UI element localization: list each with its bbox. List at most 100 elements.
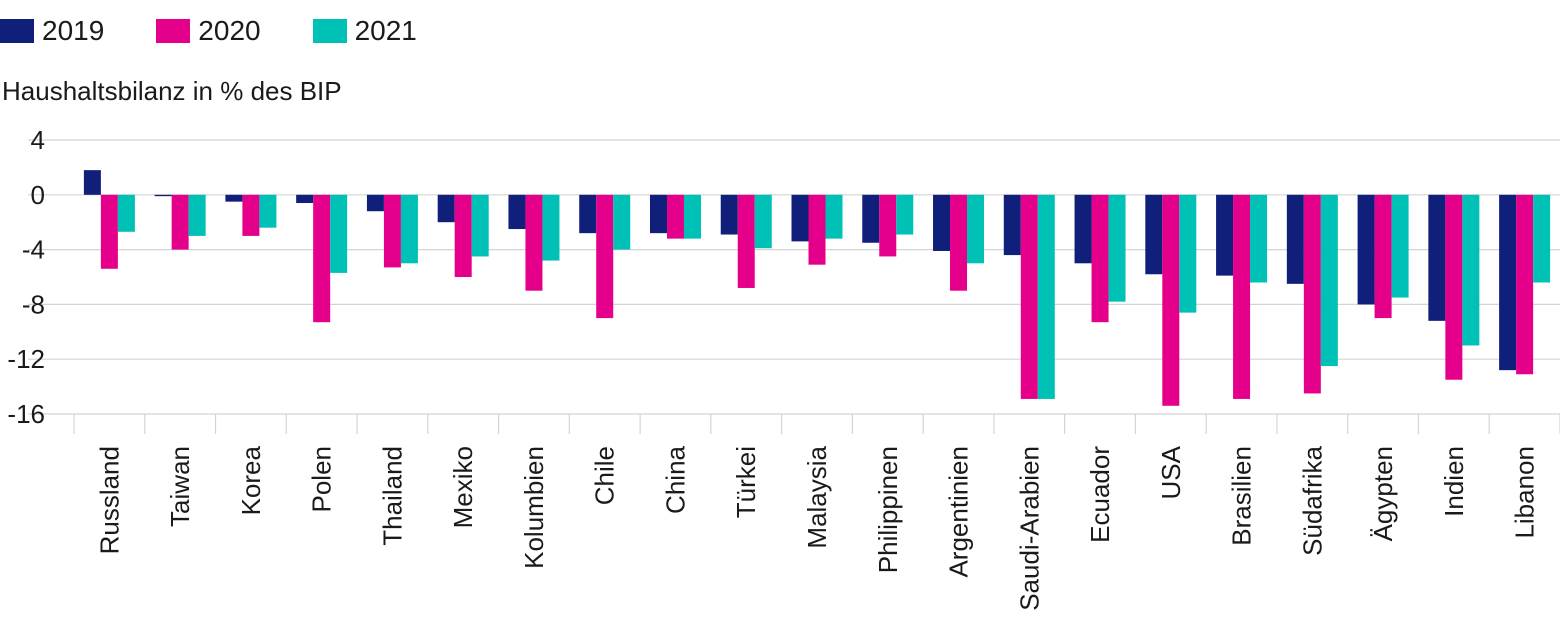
bar-2021-Polen [330,194,348,273]
bar-2020-Türkei [737,194,755,288]
x-category-label: Korea [236,445,266,515]
x-category-label: Mexiko [448,446,478,528]
bar-2019-Thailand [366,194,384,212]
bar-2020-Kolumbien [525,194,543,291]
y-tick-label: -4 [22,235,45,265]
x-category-label: Saudi-Arabien [1014,446,1044,611]
x-category-label: Indien [1439,446,1469,517]
bar-2019-USA [1145,194,1163,275]
x-category-label: Türkei [731,446,761,518]
bar-2021-Philippinen [896,194,914,235]
x-category-label: Malaysia [802,445,832,548]
bar-2020-Ägypten [1374,194,1392,319]
bar-2019-Südafrika [1286,194,1304,284]
bar-2021-China [683,194,701,239]
bar-2021-Ägypten [1391,194,1409,298]
bar-2021-Korea [259,194,277,228]
bar-2019-Kolumbien [508,194,526,230]
legend-label-2021: 2021 [354,15,417,46]
y-tick-label: 0 [31,180,45,210]
bar-2020-China [666,194,684,239]
legend-swatch-2021 [312,19,347,43]
x-category-label: Kolumbien [519,446,549,569]
legend-swatch-2020 [156,19,191,43]
legend: 2019 2020 2021 [0,14,469,48]
legend-label-2020: 2020 [198,15,261,46]
bar-2020-Brasilien [1233,194,1251,399]
bar-2019-Chile [579,194,597,234]
y-tick-label: -12 [7,344,45,374]
bar-2021-Thailand [400,194,418,264]
x-category-label: Ecuador [1085,446,1115,543]
bar-2019-Indien [1428,194,1446,321]
legend-item-2019[interactable]: 2019 [0,14,104,48]
bar-2020-Taiwan [171,194,189,250]
bar-2020-Korea [242,194,260,236]
bar-2019-Brasilien [1216,194,1234,276]
bar-2021-Südafrika [1320,194,1338,367]
bar-2021-Russland [117,194,135,232]
bar-2021-Libanon [1533,194,1551,283]
x-category-label: Ägypten [1368,446,1398,541]
bar-2019-Polen [296,194,314,204]
bar-2021-Saudi-Arabien [1037,194,1055,399]
bar-2019-Ägypten [1357,194,1375,305]
bar-2021-USA [1179,194,1197,313]
bar-2019-Russland [83,170,101,195]
bar-2019-Saudi-Arabien [1003,194,1021,256]
bar-2021-Chile [613,194,631,250]
bar-2021-Türkei [754,194,772,249]
bar-2020-Saudi-Arabien [1020,194,1038,399]
x-category-label: Polen [307,446,337,513]
bar-2020-Chile [596,194,614,319]
y-tick-label: 4 [31,125,45,155]
x-category-label: Taiwan [165,446,195,527]
bar-2019-Argentinien [933,194,951,251]
bar-2020-Argentinien [950,194,968,291]
bar-2019-Korea [225,194,243,202]
bar-2019-China [649,194,667,234]
bar-2020-USA [1162,194,1180,406]
bar-2019-Malaysia [791,194,809,242]
x-category-label: Südafrika [1297,445,1327,555]
bar-2020-Mexiko [454,194,472,277]
x-category-label: Argentinien [944,446,974,578]
bar-2019-Türkei [720,194,738,235]
x-category-label: Russland [94,446,124,554]
y-tick-label: -16 [7,399,45,429]
bar-2021-Kolumbien [542,194,560,261]
legend-item-2020[interactable]: 2020 [156,14,261,48]
bar-2019-Philippinen [862,194,880,243]
x-category-label: Philippinen [873,446,903,573]
bar-2020-Libanon [1516,194,1534,375]
x-category-label: China [660,445,690,513]
bar-2019-Taiwan [154,194,172,197]
bar-2020-Philippinen [879,194,897,257]
bar-2021-Taiwan [188,194,206,236]
legend-swatch-2019 [0,19,34,43]
bar-2020-Thailand [383,194,401,268]
bar-2020-Ecuador [1091,194,1109,323]
bar-2019-Ecuador [1074,194,1092,264]
bar-2021-Mexiko [471,194,489,257]
bar-2019-Libanon [1499,194,1517,371]
legend-item-2021[interactable]: 2021 [312,14,417,48]
x-category-label: USA [1156,445,1186,499]
bar-2020-Südafrika [1303,194,1321,394]
bar-2020-Malaysia [808,194,826,265]
y-axis-label: Haushaltsbilanz in % des BIP [2,76,342,106]
y-tick-label: -8 [22,289,45,319]
x-category-label: Chile [590,446,620,505]
bar-2021-Brasilien [1250,194,1268,283]
bar-2019-Mexiko [437,194,455,223]
x-category-label: Libanon [1510,446,1540,539]
bar-2021-Indien [1462,194,1480,346]
legend-label-2019: 2019 [42,15,105,46]
bar-2020-Indien [1445,194,1463,380]
bar-2021-Malaysia [825,194,843,239]
x-category-label: Brasilien [1227,446,1257,546]
bar-2021-Argentinien [967,194,985,264]
bar-2020-Russland [100,194,118,269]
x-category-label: Thailand [377,446,407,546]
